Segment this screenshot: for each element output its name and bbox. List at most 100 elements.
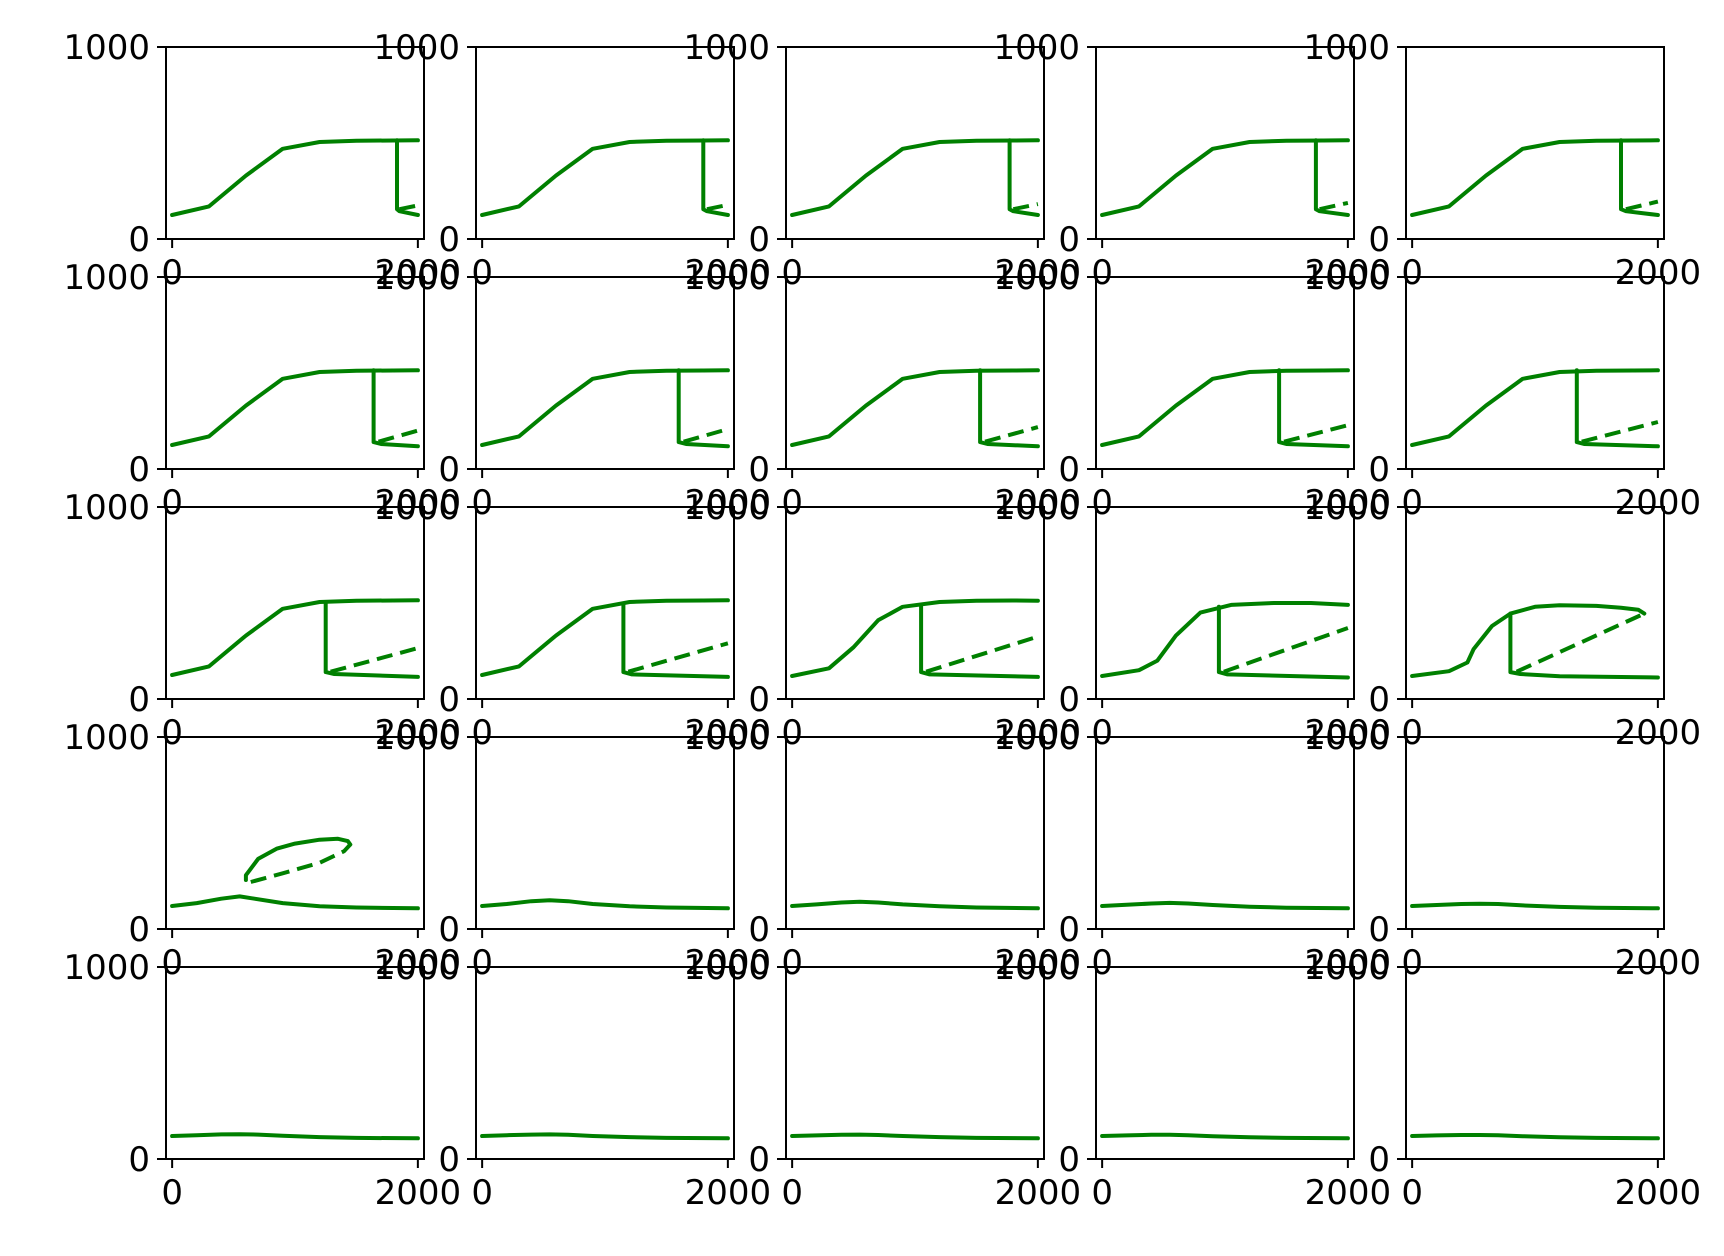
unstable-branch-dashed-line [1581,420,1659,444]
fold-branch-line [1619,138,1660,217]
y-tick-label: 1000 [683,948,770,988]
axes-frame [475,736,735,930]
axes-frame [1405,966,1665,1160]
stable-branch-line [1410,603,1647,678]
y-tick-label: 1000 [1303,718,1390,758]
stable-branch-line [1100,368,1350,447]
axes-frame [1405,276,1665,470]
x-tick-label: 2000 [1615,943,1702,983]
y-tick-label: 0 [1058,450,1080,490]
stable-branch-line [170,368,420,447]
x-tick-label: 0 [161,713,183,753]
axes-frame [1405,736,1665,930]
y-tick-label: 0 [128,450,150,490]
x-tick-label: 2000 [995,943,1082,983]
y-tick-label: 0 [128,220,150,260]
unstable-branch-dashed-line [925,634,1039,674]
x-tick-label: 0 [781,1173,803,1213]
stable-branch-line [1100,601,1350,678]
y-tick-label: 1000 [683,718,770,758]
stable-branch-line [1410,901,1660,911]
y-tick-label: 0 [438,910,460,950]
x-tick-label: 2000 [1615,483,1702,523]
x-tick-label: 2000 [685,713,772,753]
stable-branch-line [480,368,730,447]
stable-branch-line [170,894,420,911]
y-tick-label: 0 [128,1140,150,1180]
y-tick-label: 1000 [373,718,460,758]
y-tick-label: 1000 [1303,258,1390,298]
fold-branch-line [621,602,730,679]
x-tick-label: 0 [781,943,803,983]
y-tick-label: 1000 [1303,28,1390,68]
y-tick-label: 0 [128,680,150,720]
axes-frame [165,506,425,700]
x-tick-label: 2000 [995,713,1082,753]
x-tick-label: 0 [1401,943,1423,983]
y-tick-label: 0 [128,910,150,950]
axes-frame [475,276,735,470]
x-tick-label: 2000 [1305,483,1392,523]
x-tick-label: 2000 [375,253,462,293]
x-tick-label: 2000 [1305,713,1392,753]
unstable-branch-dashed-line [1625,199,1659,212]
y-tick-label: 0 [1368,220,1390,260]
axes-frame [165,46,425,240]
x-tick-label: 0 [1091,253,1113,293]
unstable-branch-dashed-line [377,428,419,444]
x-tick-label: 2000 [685,1173,772,1213]
x-tick-label: 0 [1401,713,1423,753]
stable-branch-line [1410,138,1660,217]
stable-branch-line [1100,900,1350,911]
x-tick-label: 0 [471,483,493,523]
fold-branch-line [1216,604,1350,680]
axes-frame [475,966,735,1160]
y-tick-label: 0 [438,680,460,720]
x-tick-label: 0 [471,713,493,753]
x-tick-label: 0 [1091,943,1113,983]
axes-frame [1095,506,1355,700]
axes-frame [165,966,425,1160]
x-tick-label: 2000 [995,483,1082,523]
x-tick-label: 0 [1091,1173,1113,1213]
x-tick-label: 2000 [1615,1173,1702,1213]
y-tick-label: 0 [1368,680,1390,720]
x-tick-label: 2000 [375,713,462,753]
x-tick-label: 0 [1401,1173,1423,1213]
x-tick-label: 0 [781,483,803,523]
x-tick-label: 2000 [685,483,772,523]
fold-branch-line [676,368,730,449]
y-tick-label: 1000 [683,258,770,298]
y-tick-label: 0 [748,680,770,720]
unstable-branch-dashed-line [1319,200,1349,212]
y-tick-label: 0 [1058,1140,1080,1180]
stable-branch-line [790,138,1040,217]
axes-frame [475,506,735,700]
x-tick-label: 2000 [1305,253,1392,293]
y-tick-label: 0 [438,220,460,260]
stable-branch-line [480,1132,730,1141]
axes-frame [1405,506,1665,700]
axes-frame [1095,46,1355,240]
y-tick-label: 1000 [373,258,460,298]
axes-frame [785,506,1045,700]
y-tick-label: 0 [1368,910,1390,950]
stable-branch-line [170,1132,420,1141]
x-tick-label: 0 [781,253,803,293]
x-tick-label: 0 [161,1173,183,1213]
x-tick-label: 0 [161,253,183,293]
stable-branch-line [1100,1132,1350,1141]
stable-branch-line [1410,368,1660,447]
